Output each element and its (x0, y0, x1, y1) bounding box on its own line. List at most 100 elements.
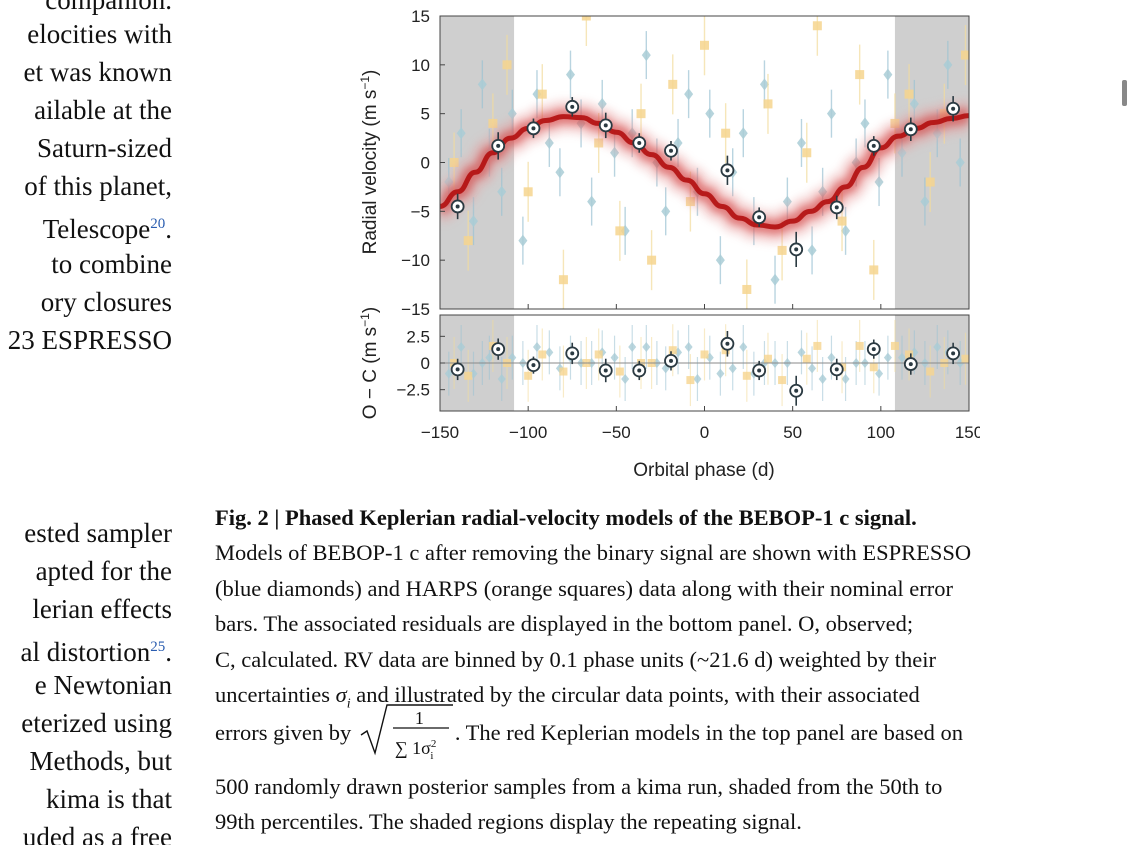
left-text-line: of this planet, (24, 171, 172, 201)
left-text-line: to combine (51, 249, 172, 279)
caption-line: errors given by 1 ∑ 1σ2i . The red Keple… (215, 704, 963, 762)
caption-line: uncertainties σi and illustrated by the … (215, 682, 920, 712)
espresso-residual-point (532, 342, 541, 352)
espresso-residual-point (716, 368, 725, 379)
x-tick-label: −50 (602, 423, 631, 442)
reference-link[interactable]: 20 (150, 216, 166, 232)
scrollbar-thumb[interactable] (1122, 80, 1127, 106)
x-tick-label: 0 (700, 423, 709, 442)
caption-line: bars. The associated residuals are displ… (215, 611, 914, 636)
caption-line: C, calculated. RV data are binned by 0.1… (215, 647, 937, 672)
binned-residual-point-center (757, 368, 762, 373)
harps-residual-point (559, 367, 568, 376)
caption-line: Models of BEBOP-1 c after removing the b… (215, 540, 972, 565)
espresso-point (641, 49, 651, 62)
y-tick-label: −5 (411, 202, 430, 221)
left-text-line: lerian effects (32, 594, 172, 624)
y-tick-label: 2.5 (406, 327, 430, 346)
harps-point (904, 89, 914, 99)
figure-panel: 15 10 5 0 −5 −10 −15 2.5 0 −2.5 −150 −100 −50 0 50 100 1… (340, 0, 980, 490)
espresso-residual-point (883, 352, 892, 363)
harps-point (449, 158, 459, 167)
left-text-line: Telescope20. (42, 214, 172, 244)
harps-residual-point (813, 341, 822, 350)
sqrt-formula: 1 ∑ 1σ2i (357, 704, 455, 762)
binned-point-center (496, 143, 501, 148)
espresso-point (684, 88, 694, 101)
binned-point-center (757, 215, 762, 220)
harps-point (777, 245, 787, 255)
espresso-point (770, 273, 780, 286)
binned-point-center (834, 205, 839, 210)
espresso-residual-point (457, 342, 466, 352)
harps-residual-point (686, 376, 695, 385)
left-text-line: 23 ESPRESSO (7, 325, 172, 355)
top-y-axis-label: Radial velocity (m s−1) (358, 70, 381, 255)
y-tick-label: 0 (421, 354, 430, 373)
y-tick-label: −10 (401, 251, 430, 270)
binned-residual-point-center (725, 341, 730, 346)
harps-residual-point (905, 350, 914, 359)
left-text-line: al distortion25. (20, 637, 173, 667)
espresso-residual-point (693, 374, 702, 384)
binned-residual-point-center (951, 351, 956, 356)
espresso-point (782, 195, 792, 208)
binned-point-center (531, 126, 536, 131)
harps-residual-point (855, 341, 864, 350)
caption-line: (blue diamonds) and HARPS (orange square… (215, 576, 953, 601)
espresso-point (555, 166, 565, 179)
y-tick-label: −2.5 (396, 381, 430, 400)
harps-point (763, 99, 773, 109)
left-text-line: ory closures (40, 287, 172, 317)
espresso-residual-point (841, 374, 850, 384)
binned-point-center (668, 148, 673, 153)
espresso-residual-point (897, 352, 906, 363)
espresso-point (565, 68, 575, 81)
harps-point (537, 89, 547, 99)
espresso-point (883, 68, 893, 81)
harps-point (523, 187, 533, 197)
binned-point-center (871, 143, 876, 148)
left-text-line: e Newtonian (34, 670, 172, 700)
binned-point-center (455, 204, 460, 209)
harps-point (802, 148, 812, 158)
espresso-point (841, 224, 851, 237)
espresso-residual-point (933, 342, 942, 352)
binned-residual-point-center (455, 367, 460, 372)
left-text-line: eterized using (21, 708, 172, 738)
espresso-point (955, 156, 965, 169)
harps-residual-point (538, 350, 547, 359)
espresso-point (456, 127, 466, 140)
harps-residual-point (961, 354, 969, 363)
harps-point (925, 177, 935, 187)
harps-point (837, 216, 847, 226)
espresso-residual-point (628, 342, 637, 352)
binned-residual-point-center (531, 363, 536, 368)
binned-residual-point-center (637, 368, 642, 373)
harps-point (647, 255, 657, 265)
harps-point (502, 60, 512, 70)
y-tick-label: 5 (421, 105, 430, 124)
espresso-residual-point (497, 374, 506, 384)
caption-line: 500 randomly drawn posterior samples fro… (215, 774, 943, 799)
espresso-residual-point (808, 363, 817, 374)
espresso-point (544, 136, 554, 149)
espresso-point (860, 117, 870, 130)
binned-residual-point-center (570, 351, 575, 356)
harps-residual-point (464, 371, 473, 380)
binned-residual-point-center (496, 347, 501, 352)
left-text-line: elocities with (27, 19, 172, 49)
caption-line: 99th percentiles. The shaded regions dis… (215, 809, 802, 834)
left-text-line: companion. (45, 0, 172, 15)
harps-residual-point (763, 354, 772, 363)
harps-residual-point (778, 376, 787, 385)
espresso-point (587, 195, 597, 208)
binned-residual-point-center (794, 388, 799, 393)
binned-residual-point-center (908, 362, 913, 367)
binned-point-center (603, 123, 608, 128)
harps-point (812, 21, 822, 31)
binned-point-center (570, 104, 575, 109)
espresso-point (796, 136, 806, 149)
reference-link[interactable]: 25 (150, 639, 166, 655)
